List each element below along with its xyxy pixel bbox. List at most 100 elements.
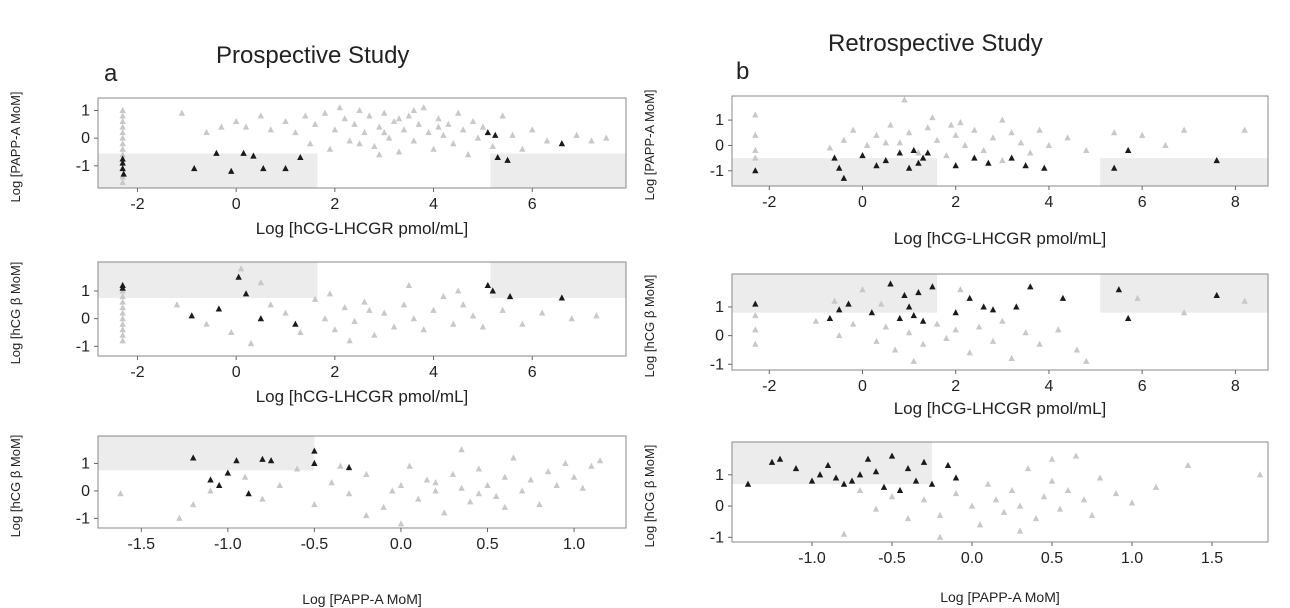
x-tick-label: 6 [528,196,537,213]
case-point [912,477,920,484]
x-tick-label: 0.5 [476,536,498,553]
case-point [989,306,997,313]
x-tick-label: 0 [232,364,241,381]
case-point [824,461,832,468]
y-axis-label: Log [hCG β MoM] [8,262,23,365]
control-point [371,331,378,338]
control-point [1083,146,1090,154]
control-point [975,323,983,330]
control-point [449,470,457,477]
control-point [479,123,487,130]
case-point [752,300,759,307]
case-point [504,156,511,163]
case-point [1008,154,1015,161]
control-point [915,149,922,156]
control-point [363,470,370,477]
x-tick-label: 4 [429,364,438,381]
control-point [1056,505,1064,512]
control-point [910,357,917,364]
control-point [510,454,517,461]
control-point [1008,486,1016,493]
control-point [752,326,759,333]
control-point [458,484,465,491]
control-point [596,457,604,464]
case-point [311,447,318,454]
plot-a3: -1.5 -1.0 -0.5 0.0 0.5 1.0 1 0 -1 Log [PAPP-A MoM… [8,435,627,607]
control-point [887,121,894,128]
control-point [415,120,422,127]
control-point [1040,493,1048,500]
x-tick-label: 6 [1138,378,1147,395]
control-point [873,131,880,138]
control-point [888,493,896,500]
y-tick-label: -1 [710,163,724,180]
control-point [475,490,483,497]
control-point [397,481,405,488]
control-point [400,126,408,133]
control-point [484,481,491,488]
case-point [776,455,784,462]
control-point [544,468,552,475]
case-point [191,165,198,172]
control-point [356,140,363,147]
control-point [376,123,383,130]
control-point [119,140,126,147]
control-point [1083,357,1090,364]
control-point [430,145,437,152]
case-point [910,311,917,319]
case-point [929,283,936,290]
control-point [241,473,249,480]
control-point [346,337,353,344]
case-point [297,153,304,161]
y-tick-label: -1 [76,338,90,355]
control-point [410,137,418,144]
control-point [117,490,124,497]
case-point [910,146,917,154]
control-point [501,473,509,480]
control-point [752,111,759,118]
control-point [856,486,864,493]
control-point [924,124,931,131]
control-point [479,323,487,330]
y-tick-label: 1 [715,112,724,129]
case-point [752,167,759,174]
control-point [957,119,964,126]
shaded-region [1100,158,1268,186]
control-point [366,112,373,119]
case-point [188,312,195,319]
plot-a2: -2 0 2 4 6 1 0 -1 Log [hCG-LHCGR pmol/mL] Log [hC… [8,261,627,406]
plot-frame [731,273,1269,371]
y-tick-label: 1 [81,102,90,119]
case-point [840,174,848,181]
control-point [203,129,210,136]
control-point [999,317,1006,324]
control-point [489,142,496,149]
control-point [341,115,348,122]
control-point [943,334,950,341]
control-point [1045,141,1053,148]
control-point [390,323,398,330]
control-point [519,320,526,327]
control-point [190,501,197,508]
case-point [215,305,223,312]
case-point [228,167,235,174]
control-point [752,131,759,138]
control-point [415,495,422,502]
control-point [218,123,225,130]
control-point [337,462,344,469]
control-point [1032,514,1040,522]
control-point [933,320,941,327]
control-point [1008,129,1015,136]
control-point [176,514,183,521]
control-point [432,487,439,494]
control-point [237,265,245,272]
case-point [489,287,496,294]
control-point [891,346,899,353]
x-tick-label: 0 [858,194,867,211]
x-axis-label: Log [hCG-LHCGR pmol/mL] [894,229,1107,248]
control-point [173,301,181,308]
case-point [887,280,894,287]
control-point [119,304,126,311]
control-point [936,533,944,540]
